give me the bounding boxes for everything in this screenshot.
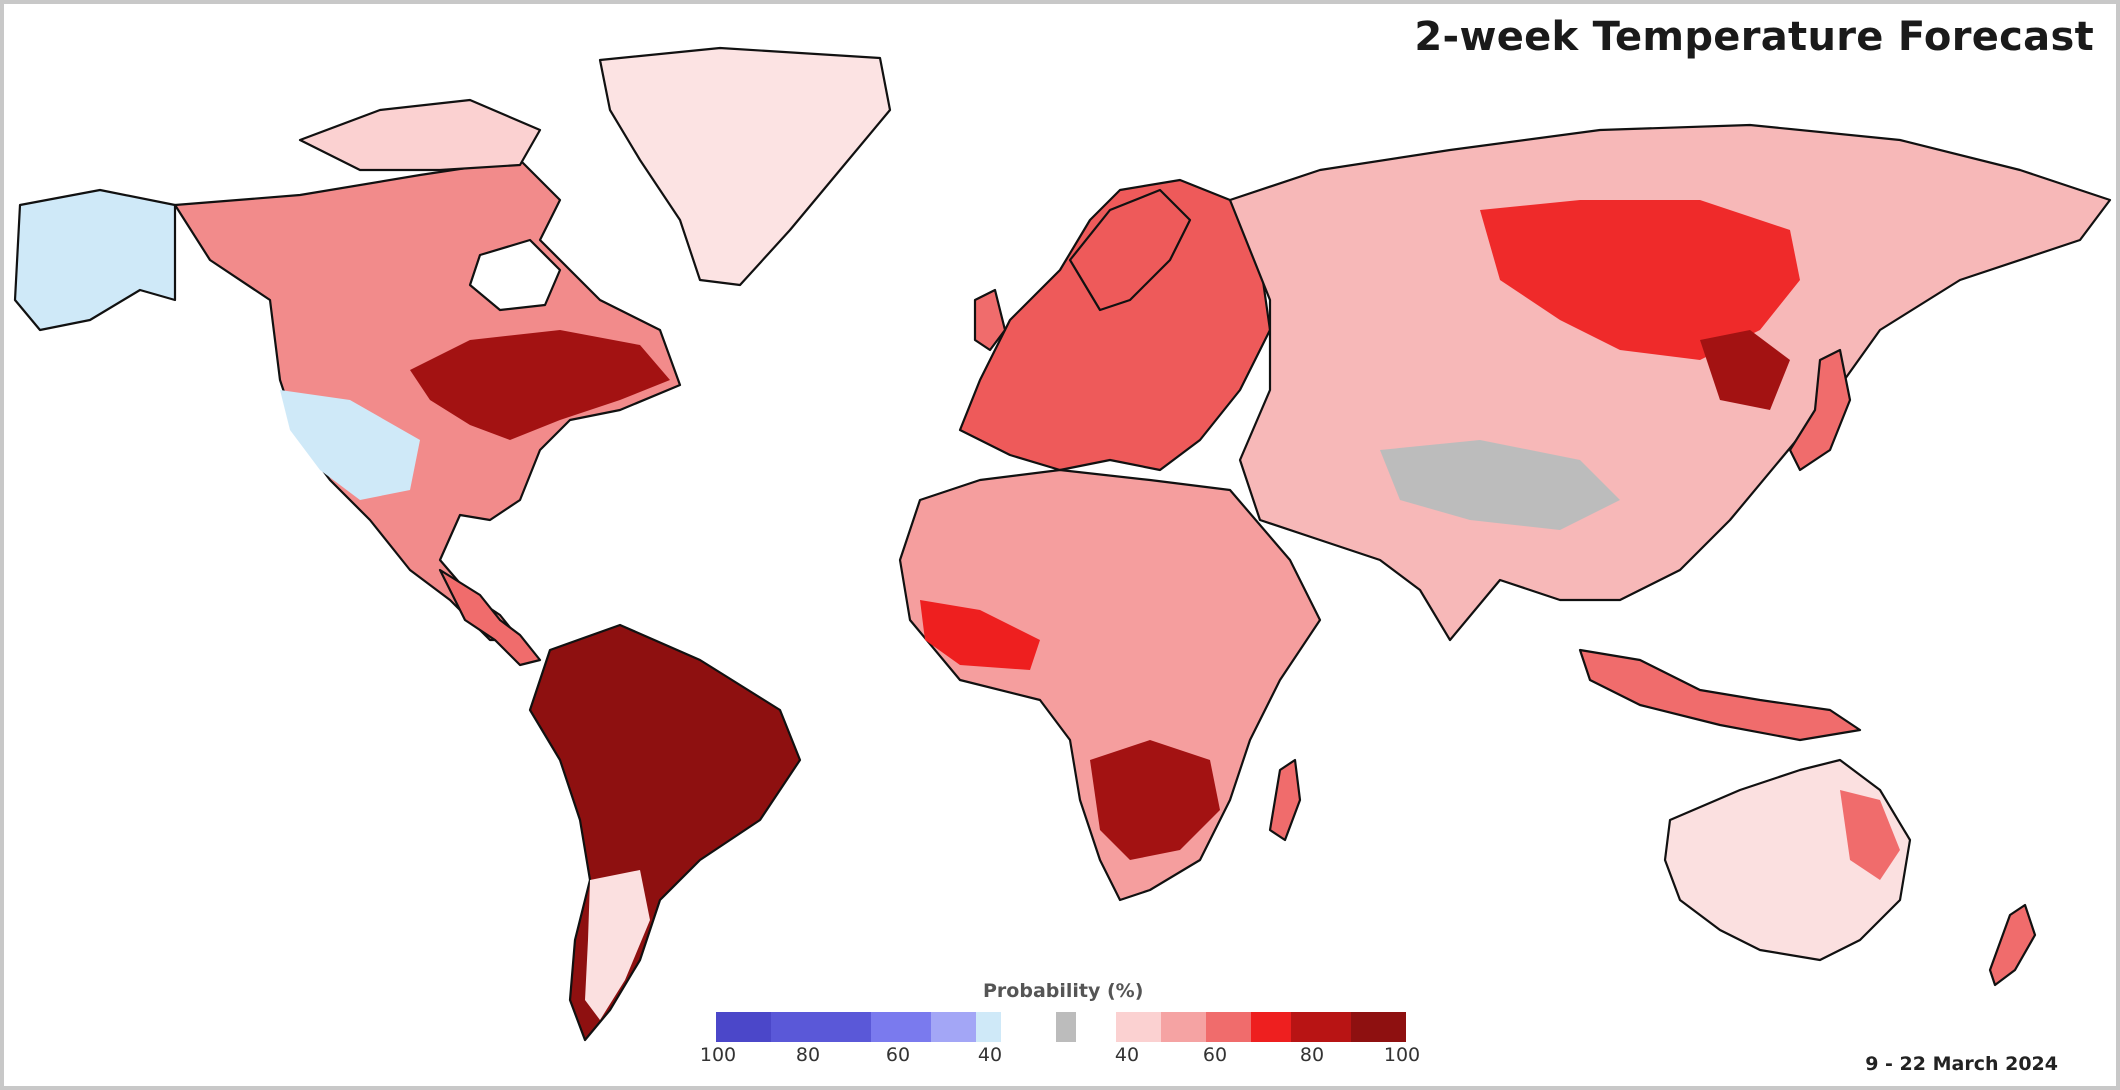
region-alaska [13, 188, 177, 332]
region-scandinavia [1068, 188, 1192, 312]
legend-tick-warm-80: 80 [1299, 1044, 1325, 1066]
legend-warm-50 [1161, 1012, 1206, 1042]
region-manchuria [1700, 330, 1790, 410]
legend-warm-40 [1116, 1012, 1161, 1042]
legend-neutral [1056, 1012, 1076, 1042]
region-patagonia [585, 870, 650, 1020]
hudson-bay [468, 238, 562, 312]
date-range: 9 - 22 March 2024 [1865, 1053, 2058, 1075]
probability-legend [716, 1012, 1406, 1042]
region-arctic-islands [298, 98, 542, 172]
legend-warm-80 [1291, 1012, 1351, 1042]
region-new-zealand [1988, 903, 2037, 987]
legend-cold-40 [976, 1012, 1001, 1042]
legend-warm-60 [1206, 1012, 1251, 1042]
region-australia-east [1840, 790, 1900, 880]
region-tibet [1380, 440, 1620, 530]
region-british-isles [973, 288, 1007, 352]
legend-cold-60 [871, 1012, 931, 1042]
legend-tick-cold-80: 80 [795, 1044, 821, 1066]
legend-tick-cold-40: 40 [977, 1044, 1003, 1066]
region-greenland [598, 46, 892, 287]
legend-tick-warm-100: 100 [1383, 1044, 1421, 1066]
legend-title: Probability (%) [983, 980, 1144, 1002]
region-madagascar [1268, 758, 1302, 842]
region-west-africa [920, 600, 1040, 670]
legend-cold-100 [716, 1012, 771, 1042]
region-siberia [1480, 200, 1800, 360]
legend-warm-100 [1351, 1012, 1406, 1042]
legend-cold-80 [771, 1012, 871, 1042]
legend-cold-50 [931, 1012, 976, 1042]
legend-tick-cold-60: 60 [885, 1044, 911, 1066]
legend-tick-warm-60: 60 [1202, 1044, 1228, 1066]
region-japan [1788, 348, 1852, 472]
region-southern-africa [1090, 740, 1220, 860]
legend-tick-warm-40: 40 [1114, 1044, 1140, 1066]
legend-tick-cold-100: 100 [699, 1044, 737, 1066]
region-south-america [528, 623, 802, 1042]
region-indonesia [1578, 648, 1862, 742]
region-western-us [280, 390, 420, 500]
page-title: 2-week Temperature Forecast [1414, 14, 2094, 60]
region-eastern-north-america [410, 330, 670, 440]
region-central-america [438, 568, 542, 667]
legend-warm-70 [1251, 1012, 1291, 1042]
